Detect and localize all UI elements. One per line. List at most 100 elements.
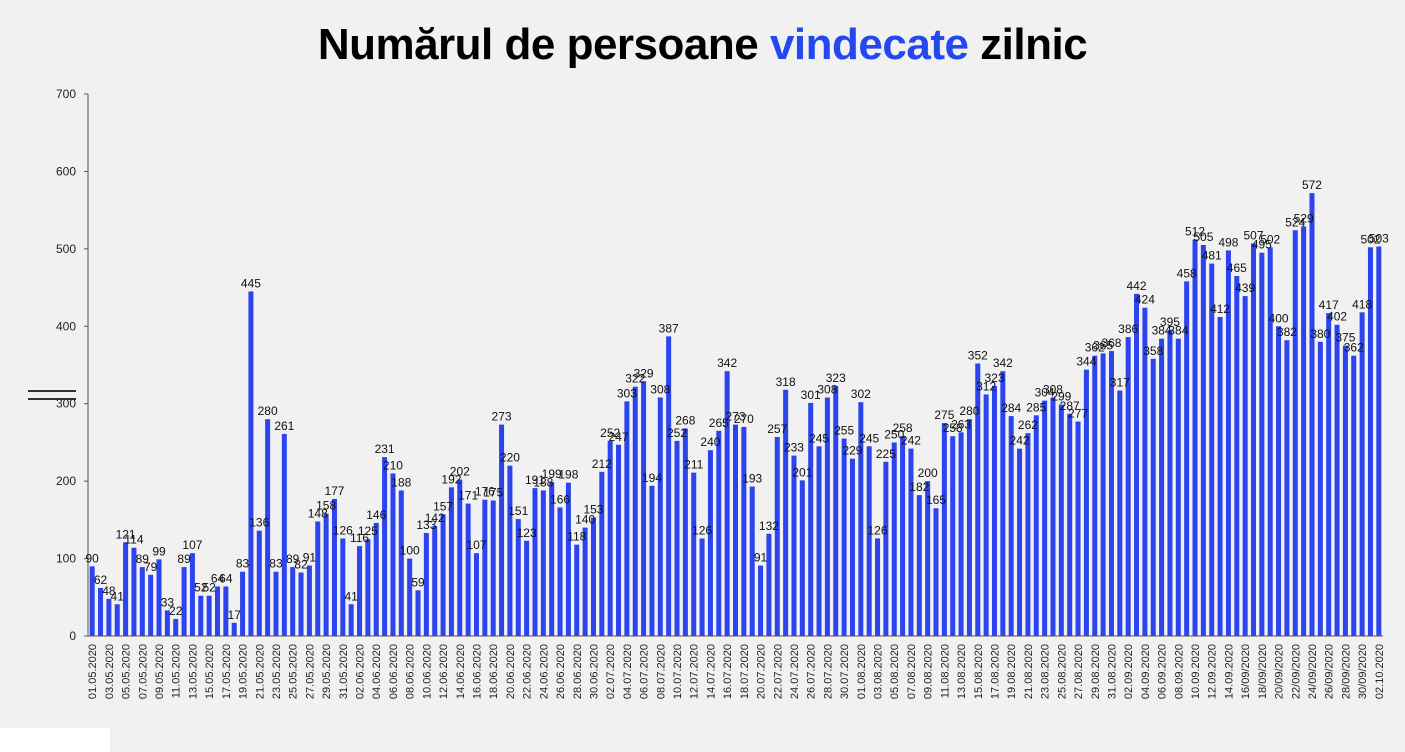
bar xyxy=(156,559,162,636)
value-label: 82 xyxy=(294,558,308,572)
value-label: 126 xyxy=(868,523,888,537)
value-label: 280 xyxy=(959,404,979,418)
value-label: 107 xyxy=(182,538,202,552)
x-tick-label: 15.05.2020 xyxy=(204,644,216,699)
bar xyxy=(457,479,463,636)
value-label: 418 xyxy=(1352,297,1372,311)
x-tick-label: 10.09.2020 xyxy=(1190,644,1202,699)
x-tick-label: 30.07.2020 xyxy=(839,644,851,699)
value-label: 121 xyxy=(116,527,136,541)
x-tick-label: 10.07.2020 xyxy=(672,644,684,699)
x-tick-label: 14.07.2020 xyxy=(705,644,717,699)
value-label: 304 xyxy=(1035,386,1055,400)
value-label: 146 xyxy=(366,508,386,522)
x-tick-label: 22/09/2020 xyxy=(1290,644,1302,699)
bar xyxy=(1134,293,1140,636)
bar xyxy=(958,432,964,636)
x-tick-label: 05.08.2020 xyxy=(889,644,901,699)
value-label: 240 xyxy=(700,435,720,449)
value-label: 64 xyxy=(211,571,225,585)
value-label: 212 xyxy=(592,457,612,471)
bar xyxy=(991,385,997,636)
x-tick-label: 19.08.2020 xyxy=(1006,644,1018,699)
value-label: 107 xyxy=(466,538,486,552)
y-tick-label: 100 xyxy=(56,552,76,566)
bar xyxy=(365,539,371,636)
bar xyxy=(1150,358,1156,636)
bar xyxy=(1092,355,1098,636)
value-label: 302 xyxy=(851,387,871,401)
x-tick-label: 08.07.2020 xyxy=(655,644,667,699)
bar xyxy=(732,424,738,636)
value-label: 89 xyxy=(136,552,150,566)
bar xyxy=(98,587,104,636)
value-label: 362 xyxy=(1085,341,1105,355)
bar xyxy=(1008,416,1014,636)
x-tick-label: 06.06.2020 xyxy=(388,644,400,699)
value-label: 529 xyxy=(1294,211,1314,225)
bar xyxy=(540,490,546,636)
bar xyxy=(1025,433,1031,636)
value-label: 382 xyxy=(1277,325,1297,339)
bar xyxy=(290,567,296,636)
bars xyxy=(89,193,1382,637)
bar xyxy=(1209,263,1215,636)
value-label: 252 xyxy=(667,426,687,440)
bar xyxy=(900,436,906,636)
value-label: 502 xyxy=(1360,232,1380,246)
value-labels: 9062484112111489799933228910752526464178… xyxy=(86,178,1390,622)
value-label: 171 xyxy=(458,489,478,503)
bar xyxy=(89,566,95,636)
bar xyxy=(306,565,312,636)
value-label: 317 xyxy=(1110,376,1130,390)
x-tick-label: 31.05.2020 xyxy=(338,644,350,699)
x-tick-label: 22.06.2020 xyxy=(522,644,534,699)
value-label: 344 xyxy=(1076,355,1096,369)
bar xyxy=(1167,330,1173,636)
value-label: 505 xyxy=(1193,230,1213,244)
bar xyxy=(231,622,237,636)
bar xyxy=(950,436,956,636)
value-label: 22 xyxy=(169,604,183,618)
x-tick-label: 16.07.2020 xyxy=(722,644,734,699)
bar xyxy=(1033,415,1039,636)
bar xyxy=(666,336,672,636)
bar xyxy=(682,428,688,636)
value-label: 182 xyxy=(909,480,929,494)
y-tick-label: 700 xyxy=(56,87,76,101)
bar xyxy=(131,547,137,636)
value-label: 312 xyxy=(976,379,996,393)
x-tick-label: 23.05.2020 xyxy=(271,644,283,699)
x-tick-label: 15.08.2020 xyxy=(973,644,985,699)
bar xyxy=(473,553,479,636)
value-label: 400 xyxy=(1269,311,1289,325)
bar xyxy=(1342,345,1348,636)
bar xyxy=(1267,247,1273,636)
bar xyxy=(214,586,220,636)
bar xyxy=(624,401,630,636)
value-label: 118 xyxy=(567,530,586,544)
bar xyxy=(189,553,195,636)
bar xyxy=(1050,397,1056,636)
value-label: 280 xyxy=(258,404,278,418)
value-label: 158 xyxy=(316,499,336,513)
bar xyxy=(808,402,814,636)
bar xyxy=(148,574,154,636)
value-label: 133 xyxy=(416,518,436,532)
bar xyxy=(357,546,363,636)
x-tick-label: 02.09.2020 xyxy=(1123,644,1135,699)
value-label: 199 xyxy=(542,467,562,481)
bar xyxy=(123,542,129,636)
value-label: 342 xyxy=(717,356,737,370)
bar xyxy=(315,521,321,636)
value-label: 59 xyxy=(411,575,425,589)
bar xyxy=(699,538,705,636)
value-label: 301 xyxy=(801,388,821,402)
y-tick-label: 300 xyxy=(56,397,76,411)
bar xyxy=(114,604,120,636)
legend-dash-top xyxy=(28,390,76,392)
value-label: 258 xyxy=(893,421,913,435)
bar xyxy=(248,291,254,636)
x-tick-label: 16.06.2020 xyxy=(472,644,484,699)
bar xyxy=(1108,351,1114,636)
